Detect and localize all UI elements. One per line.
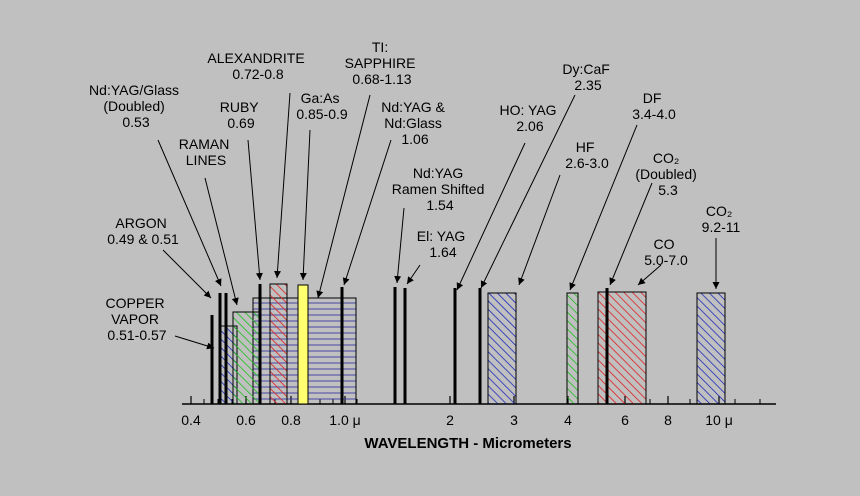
label-gaas: Ga:As 0.85-0.9 xyxy=(296,90,348,122)
axis-tick-label: 0.8 xyxy=(281,412,301,428)
alexandrite-band xyxy=(269,283,288,405)
label-df: DF 3.4-4.0 xyxy=(632,90,676,122)
label-hf: HF 2.6-3.0 xyxy=(565,139,609,171)
axis-tick-label: 4 xyxy=(564,412,572,428)
label-raman-lines: RAMAN LINES xyxy=(179,136,233,168)
raman-band xyxy=(232,311,261,405)
co-band xyxy=(597,291,647,405)
tick-labels: 0.4 0.6 0.8 1.0 μ 2 3 4 6 8 10 μ xyxy=(181,412,733,428)
label-ho-yag: HO: YAG 2.06 xyxy=(500,102,561,134)
hf-band xyxy=(487,292,517,405)
label-co: CO 5.0-7.0 xyxy=(644,236,688,268)
gaas-band xyxy=(297,284,309,405)
axis-title: WAVELENGTH - Micrometers xyxy=(364,435,571,452)
label-copper-vapor: COPPER VAPOR 0.51-0.57 xyxy=(105,295,168,343)
label-co2-doubled: CO₂ (Doubled) 5.3 xyxy=(635,150,700,198)
label-ruby: RUBY 0.69 xyxy=(220,99,263,131)
axis-tick-label: 8 xyxy=(664,412,672,428)
label-ndyag-glass-doubled: Nd:YAG/Glass (Doubled) 0.53 xyxy=(89,82,183,130)
laser-labels: COPPER VAPOR 0.51-0.57 ARGON 0.49 & 0.51… xyxy=(89,39,740,343)
axis-tick-label: 0.4 xyxy=(181,412,201,428)
label-er-yag: El: YAG 1.64 xyxy=(417,228,469,260)
label-alexandrite: ALEXANDRITE 0.72-0.8 xyxy=(207,50,308,82)
label-ndyag-raman: Nd:YAG Ramen Shifted 1.54 xyxy=(392,165,489,213)
emission-lines xyxy=(210,284,609,404)
emission-bands xyxy=(218,283,726,405)
axis-tick-label: 10 μ xyxy=(705,412,733,428)
label-argon: ARGON 0.49 & 0.51 xyxy=(107,215,179,247)
axis-tick-label: 0.6 xyxy=(236,412,256,428)
axis-tick-label: 2 xyxy=(446,412,454,428)
axis-tick-label: 6 xyxy=(621,412,629,428)
x-axis: 0.4 0.6 0.8 1.0 μ 2 3 4 6 8 10 μ WAVELENGTH - Mic… xyxy=(181,396,776,452)
label-dy-caf: Dy:CaF 2.35 xyxy=(562,61,613,93)
leader-arrows xyxy=(157,92,720,350)
label-ti-sapphire: TI: SAPPHIRE 0.68-1.13 xyxy=(345,39,420,87)
label-co2: CO₂ 9.2-11 xyxy=(702,203,741,235)
axis-tick-label: 3 xyxy=(510,412,518,428)
label-ndyag-ndglass: Nd:YAG & Nd:Glass 1.06 xyxy=(381,99,448,147)
axis-tick-label: 1.0 μ xyxy=(329,412,360,428)
co2-band xyxy=(696,292,726,405)
df-band xyxy=(566,292,579,405)
